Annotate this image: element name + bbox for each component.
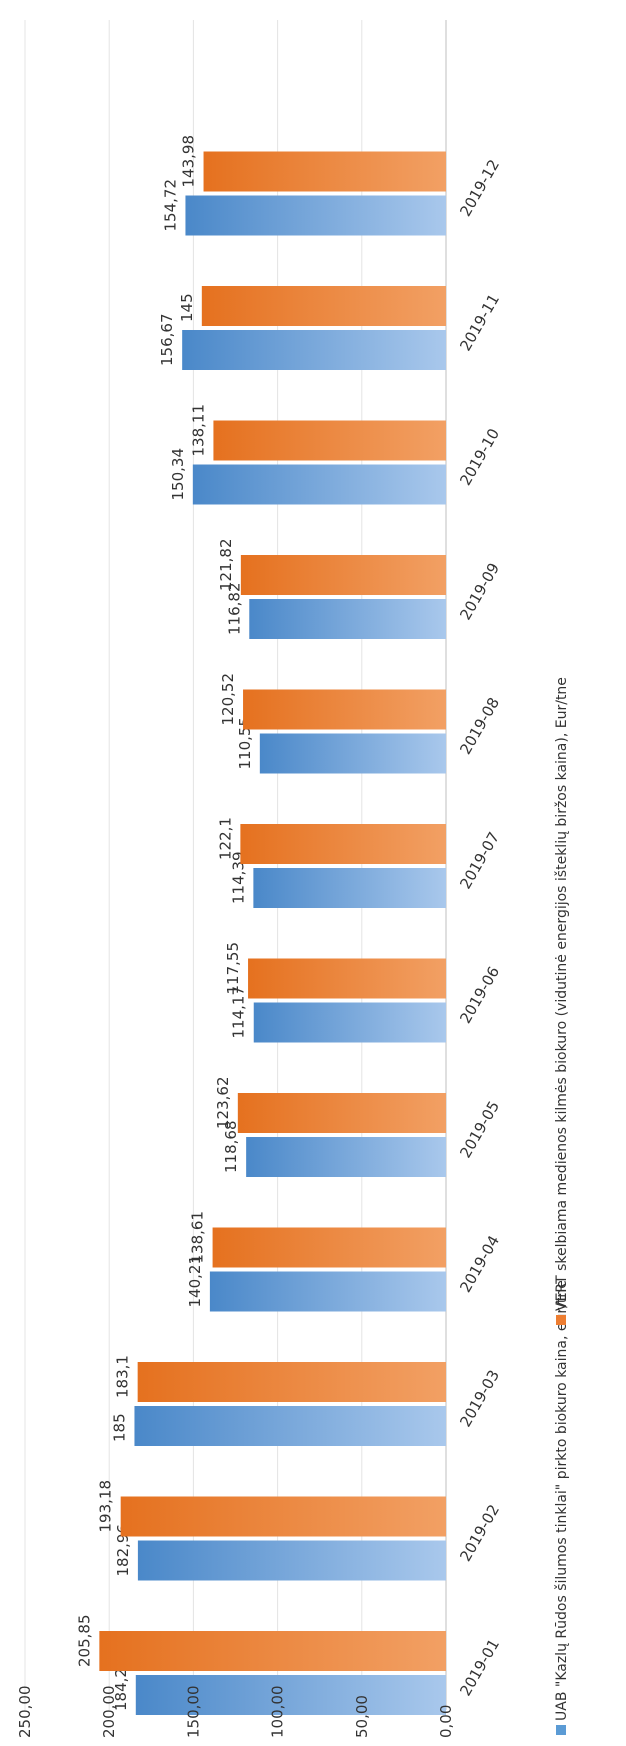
- data-label: 138,61: [189, 1211, 207, 1264]
- bar: [201, 286, 446, 326]
- bar: [120, 1496, 447, 1537]
- data-label: 145: [178, 293, 196, 322]
- data-label: 121,82: [217, 539, 235, 592]
- y-tick-label: 100,00: [269, 1686, 287, 1739]
- data-label: 150,34: [169, 448, 187, 501]
- bar: [135, 1675, 447, 1715]
- category-label: 2019-01: [456, 1636, 503, 1699]
- legend-label-series-1: UAB "Kazlų Rūdos šilumos tinklai" pirkto…: [554, 1280, 570, 1721]
- bar: [237, 1093, 446, 1133]
- y-tick-label: 50,00: [353, 1695, 371, 1738]
- bar: [243, 689, 446, 730]
- data-label: 118,68: [222, 1121, 240, 1174]
- category-label: 2019-04: [456, 1232, 503, 1295]
- data-label: 116,82: [225, 583, 243, 636]
- category-label: 2019-08: [456, 694, 503, 757]
- data-label: 184,21: [112, 1659, 130, 1712]
- data-label: 114,39: [229, 852, 247, 905]
- data-label: 138,11: [189, 404, 207, 457]
- bar: [246, 1137, 446, 1177]
- data-label: 120,52: [219, 673, 237, 726]
- bar: [99, 1631, 446, 1671]
- y-axis-ticks: 250,00 200,00 150,00 100,00 50,00 0,00: [16, 1686, 455, 1739]
- y-tick-label: 200,00: [100, 1686, 118, 1739]
- category-label: 2019-09: [456, 560, 503, 623]
- legend: UAB "Kazlų Rūdos šilumos tinklai" pirkto…: [554, 677, 570, 1735]
- bar: [259, 733, 446, 774]
- data-label: 185: [110, 1413, 128, 1442]
- y-tick-label: 250,00: [16, 1686, 34, 1739]
- bar: [182, 330, 446, 370]
- data-label: 123,62: [214, 1077, 232, 1130]
- category-label: 2019-12: [456, 156, 503, 219]
- bar: [253, 1002, 446, 1043]
- bar: [203, 151, 446, 192]
- bar: [213, 420, 446, 461]
- bar: [137, 1362, 446, 1402]
- data-label: 182,96: [114, 1524, 132, 1577]
- category-label: 2019-06: [456, 963, 503, 1026]
- data-label: 110,55: [236, 717, 254, 770]
- bar: [240, 555, 446, 595]
- category-label: 2019-02: [456, 1501, 503, 1564]
- data-label: 193,18: [97, 1480, 115, 1533]
- bar: [212, 1227, 446, 1268]
- y-tick-label: 150,00: [184, 1686, 202, 1739]
- category-label: 2019-10: [456, 425, 503, 488]
- bar: [137, 1540, 446, 1581]
- bar: [248, 958, 446, 999]
- data-label: 183,1: [114, 1355, 132, 1398]
- bar: [192, 464, 446, 505]
- data-label: 122,1: [216, 817, 234, 860]
- legend-swatch-series-2: [556, 1315, 566, 1325]
- category-label: 2019-11: [456, 291, 503, 354]
- data-label: 117,55: [224, 942, 242, 995]
- legend-swatch-series-1: [556, 1725, 566, 1735]
- data-label: 114,17: [230, 986, 248, 1039]
- bar: [249, 599, 446, 639]
- data-label: 154,72: [161, 179, 179, 232]
- bar: [253, 868, 446, 908]
- bar: [185, 195, 446, 236]
- data-label: 143,98: [180, 135, 198, 188]
- bar: [134, 1406, 446, 1446]
- data-label: 140,21: [186, 1255, 204, 1308]
- category-label: 2019-03: [456, 1367, 503, 1430]
- data-label: 156,67: [158, 314, 176, 367]
- category-label: 2019-05: [456, 1098, 503, 1161]
- bar: [240, 824, 446, 864]
- y-tick-label: 0,00: [437, 1705, 455, 1738]
- data-label: 205,85: [75, 1615, 93, 1668]
- legend-label-series-2: VERT skelbiama medienos kilmės biokuro (…: [554, 677, 570, 1311]
- bar: [209, 1271, 446, 1312]
- category-label: 2019-07: [456, 829, 503, 892]
